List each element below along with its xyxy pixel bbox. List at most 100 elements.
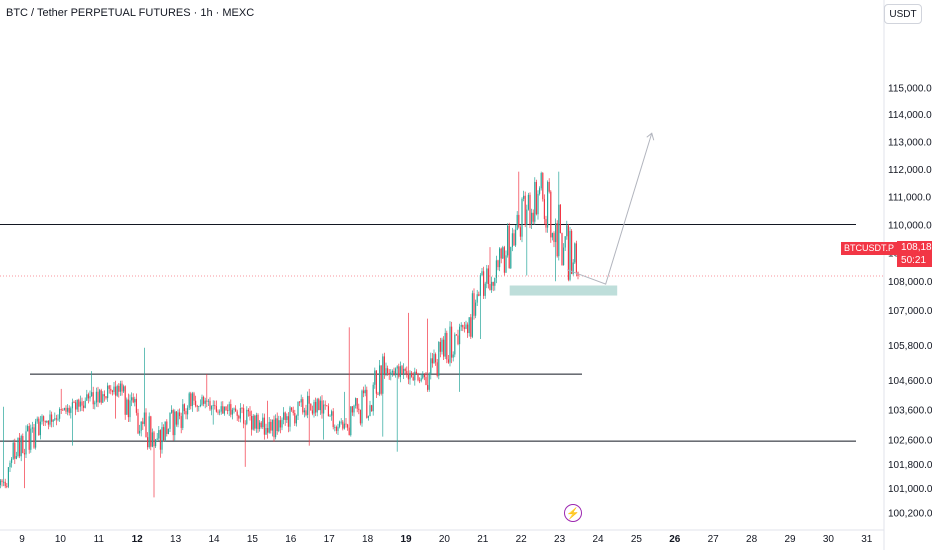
candle-body bbox=[44, 420, 46, 423]
candle-body bbox=[407, 373, 409, 380]
candle-body bbox=[219, 411, 221, 413]
candle-body bbox=[335, 426, 337, 431]
y-tick-label: 107,000.0 bbox=[888, 306, 932, 317]
candle-body bbox=[308, 395, 310, 404]
candle-body bbox=[305, 410, 307, 415]
candle-body bbox=[87, 394, 89, 399]
candle-body bbox=[52, 419, 54, 422]
candle-body bbox=[511, 233, 513, 248]
candle-body bbox=[198, 406, 200, 407]
candle-body bbox=[62, 409, 64, 411]
current-price-tag: BTCUSDT.P 108,183.3 50:21 bbox=[841, 241, 932, 267]
candle-body bbox=[75, 402, 77, 410]
candle-body bbox=[196, 405, 198, 407]
candle-body bbox=[105, 396, 107, 399]
candle-body bbox=[148, 416, 150, 448]
candle-body bbox=[195, 400, 197, 406]
candle-body bbox=[385, 368, 387, 374]
candle-body bbox=[81, 401, 83, 406]
y-tick-label: 110,000.0 bbox=[888, 221, 932, 232]
candle-body bbox=[535, 182, 537, 215]
candle-body bbox=[140, 421, 142, 431]
candle-body bbox=[187, 407, 189, 415]
x-tick-label: 10 bbox=[55, 534, 67, 545]
candle-body bbox=[95, 391, 97, 403]
candle-body bbox=[449, 326, 451, 363]
x-tick-label: 19 bbox=[400, 534, 412, 545]
x-tick-label: 20 bbox=[439, 534, 451, 545]
candle-body bbox=[484, 283, 486, 296]
candle-body bbox=[438, 341, 440, 376]
candle-body bbox=[390, 372, 392, 375]
candle-body bbox=[164, 421, 166, 441]
candle-body bbox=[532, 212, 534, 222]
candle-body bbox=[193, 393, 195, 401]
candle-body bbox=[190, 393, 192, 407]
candle-body bbox=[121, 383, 123, 392]
candle-body bbox=[241, 408, 243, 409]
candle-body bbox=[404, 368, 406, 371]
candle-body bbox=[479, 275, 481, 296]
candle-body bbox=[259, 422, 261, 430]
candle-body bbox=[102, 394, 104, 403]
candle-body bbox=[222, 406, 224, 414]
candle-body bbox=[166, 421, 168, 434]
candle-body bbox=[539, 188, 541, 194]
candle-body bbox=[158, 430, 160, 439]
candle-body bbox=[23, 453, 25, 455]
candle-body bbox=[59, 409, 61, 419]
candle-body bbox=[6, 486, 8, 487]
candle-body bbox=[70, 408, 72, 413]
y-tick-label: 102,600.0 bbox=[888, 436, 932, 447]
y-tick-label: 111,000.0 bbox=[888, 193, 931, 204]
candle-body bbox=[180, 416, 182, 428]
candle-body bbox=[51, 414, 53, 422]
candle-body bbox=[273, 419, 275, 438]
candle-body bbox=[169, 412, 171, 429]
price-box: 108,183.3 50:21 bbox=[897, 241, 932, 267]
candle-body bbox=[271, 419, 273, 431]
candle-body bbox=[316, 399, 318, 413]
candle-body bbox=[446, 332, 448, 360]
candle-body bbox=[361, 390, 363, 424]
candle-body bbox=[414, 371, 416, 381]
candle-body bbox=[0, 480, 1, 485]
candle-body bbox=[321, 400, 323, 414]
candle-body bbox=[27, 426, 29, 432]
candle-body bbox=[430, 358, 432, 374]
candle-body bbox=[513, 233, 515, 246]
candle-body bbox=[150, 416, 152, 447]
candle-body bbox=[518, 214, 520, 228]
candle-body bbox=[465, 324, 467, 329]
candle-body bbox=[383, 356, 385, 374]
candle-body bbox=[201, 396, 203, 405]
y-tick-label: 115,000.0 bbox=[888, 83, 932, 94]
candle-body bbox=[334, 426, 336, 428]
candle-body bbox=[447, 359, 449, 363]
candle-body bbox=[294, 413, 296, 424]
candle-body bbox=[481, 271, 483, 276]
lightning-icon[interactable]: ⚡ bbox=[564, 504, 582, 522]
candle-body bbox=[91, 392, 93, 397]
candle-body bbox=[431, 358, 433, 364]
candle-body bbox=[495, 260, 497, 278]
x-tick-label: 23 bbox=[554, 534, 566, 545]
candle-body bbox=[529, 194, 531, 225]
candle-body bbox=[28, 426, 30, 450]
candle-body bbox=[83, 405, 85, 408]
candle-body bbox=[19, 437, 21, 457]
candle-body bbox=[171, 410, 173, 413]
candle-body bbox=[20, 436, 22, 457]
candle-body bbox=[377, 393, 379, 395]
candle-body bbox=[396, 366, 398, 369]
candle-body bbox=[60, 409, 62, 410]
y-tick-label: 114,000.0 bbox=[888, 110, 932, 121]
candle-body bbox=[135, 398, 137, 413]
candle-body bbox=[78, 399, 80, 407]
y-tick-label: 101,000.0 bbox=[888, 484, 932, 495]
candle-body bbox=[401, 366, 403, 375]
candle-body bbox=[340, 421, 342, 423]
currency-button[interactable]: USDT bbox=[884, 4, 922, 24]
candle-body bbox=[300, 399, 302, 403]
